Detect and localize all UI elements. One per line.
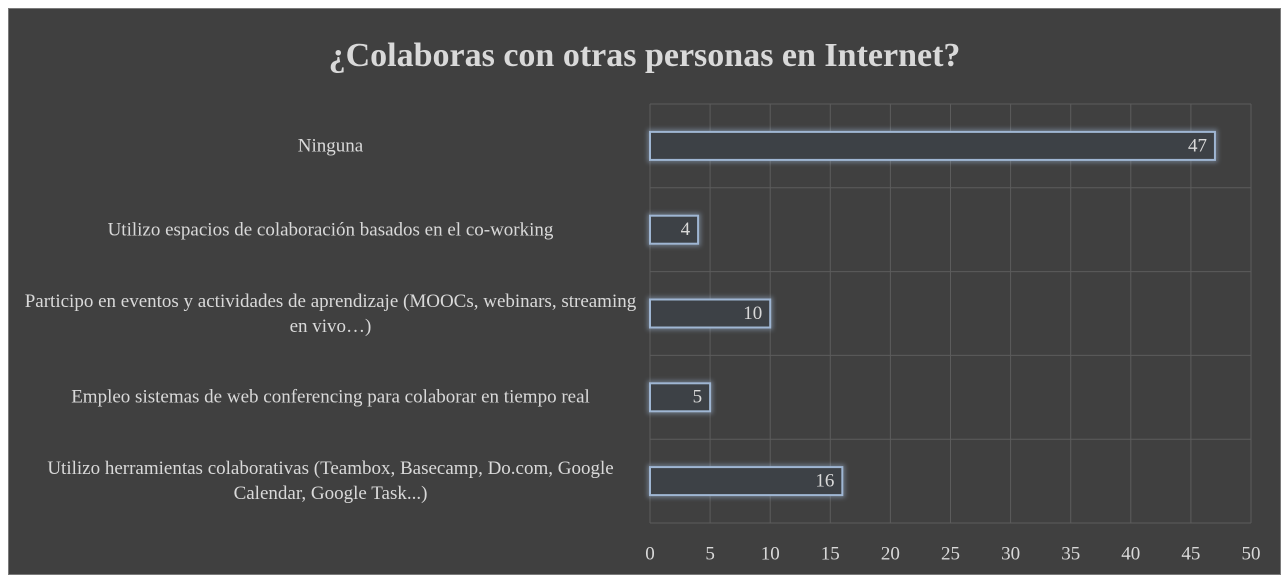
x-tick-label: 5 (705, 543, 715, 564)
plot: 0 5 10 15 20 25 30 35 40 45 50 47 4 10 5 16 (645, 103, 1261, 564)
data-label: 47 (1188, 135, 1207, 156)
x-tick-label: 45 (1181, 543, 1200, 564)
bar (649, 382, 712, 413)
category-label: Ninguna (297, 135, 364, 157)
x-tick-label: 25 (941, 543, 960, 564)
x-tick-label: 15 (821, 543, 840, 564)
bar (649, 214, 700, 245)
chart-title: ¿Colaboras con otras personas en Interne… (328, 37, 961, 74)
x-tick-label: 0 (645, 543, 655, 564)
bar (649, 466, 844, 497)
category-label: Empleo sistemas de web conferencing para… (71, 386, 590, 408)
category-label: Utilizo herramientas colaborativas (Team… (47, 458, 614, 505)
bar (649, 298, 772, 329)
x-tick-label: 35 (1061, 543, 1080, 564)
data-label: 10 (743, 303, 762, 324)
category-label: Participo en eventos y actividades de ap… (24, 290, 637, 337)
category-label: Utilizo espacios de colaboración basados… (107, 219, 554, 241)
data-label: 4 (681, 219, 691, 240)
chart: ¿Colaboras con otras personas en Interne… (8, 8, 1281, 575)
x-tick-label: 10 (761, 543, 780, 564)
data-label: 5 (693, 387, 703, 408)
x-tick-label: 20 (881, 543, 900, 564)
data-label: 16 (815, 470, 834, 491)
x-tick-label: 30 (1001, 543, 1020, 564)
x-tick-label: 50 (1242, 543, 1261, 564)
bar (649, 130, 1216, 161)
x-tick-label: 40 (1121, 543, 1140, 564)
